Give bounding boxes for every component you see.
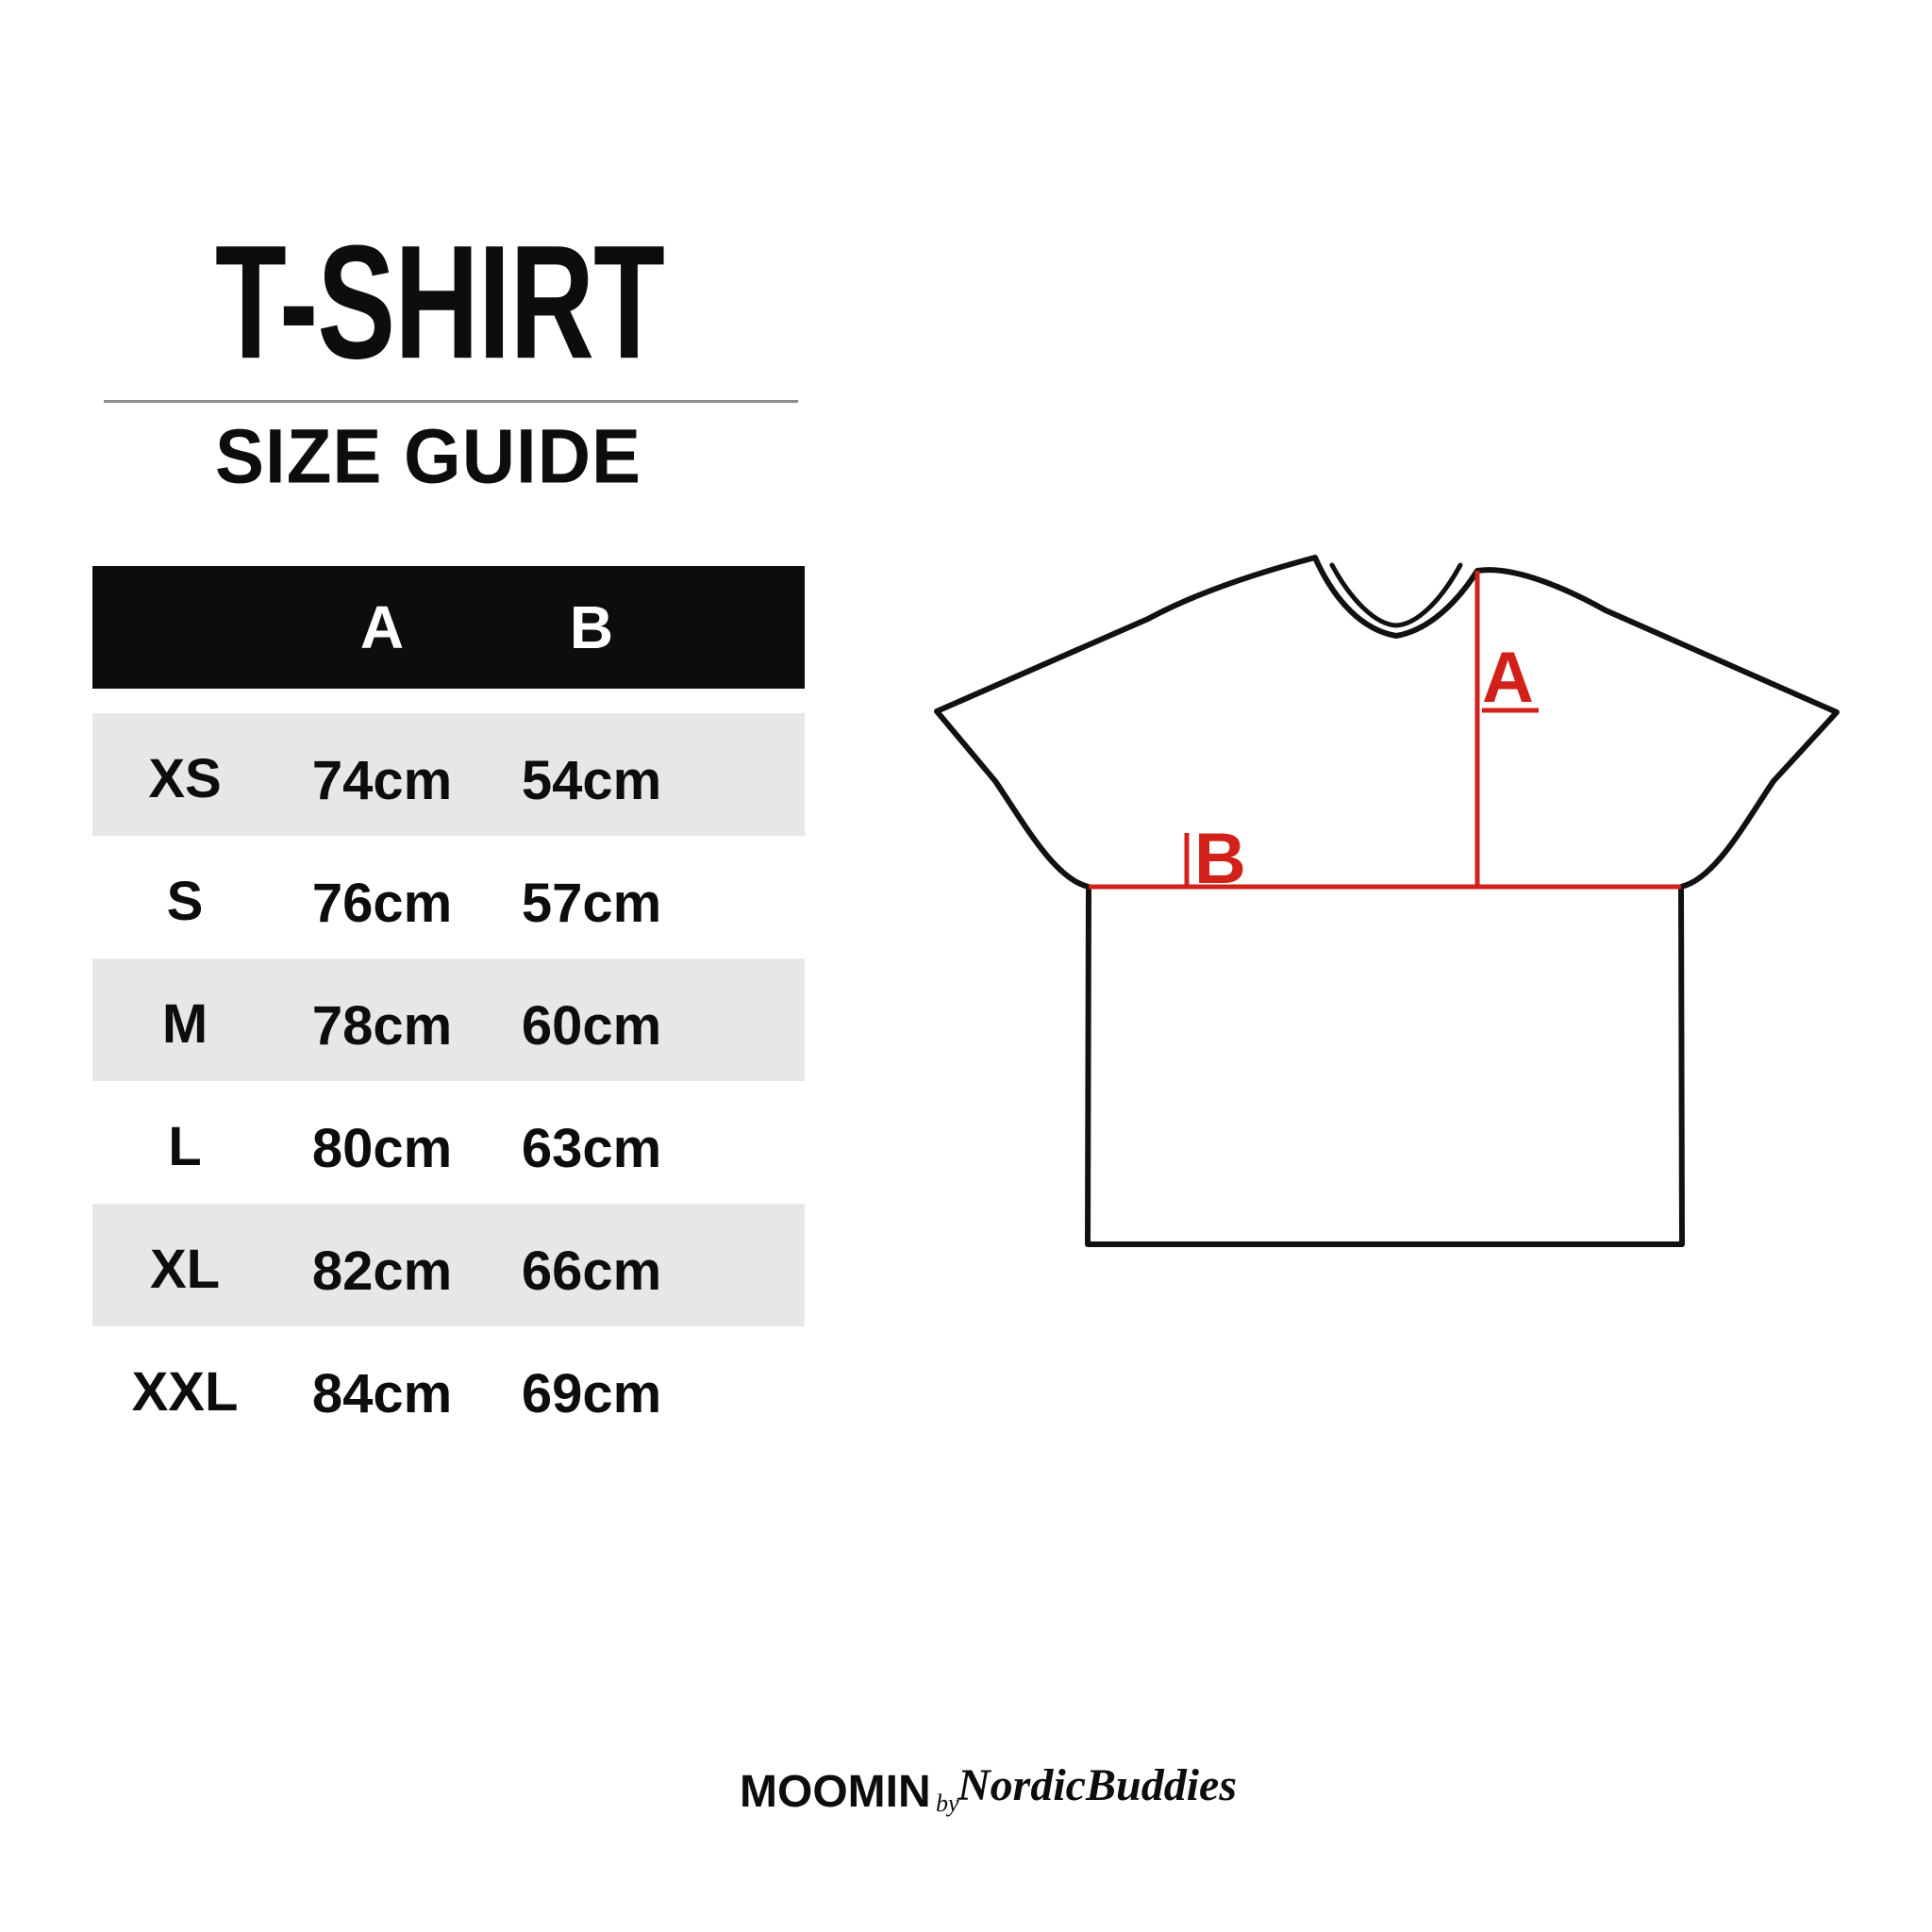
svg-text:by: by — [936, 1790, 959, 1817]
svg-text:MOOMIN: MOOMIN — [740, 1767, 931, 1817]
svg-text:A: A — [1482, 638, 1534, 718]
svg-text:NordicBuddies: NordicBuddies — [957, 1760, 1237, 1810]
svg-text:B: B — [1194, 819, 1246, 899]
